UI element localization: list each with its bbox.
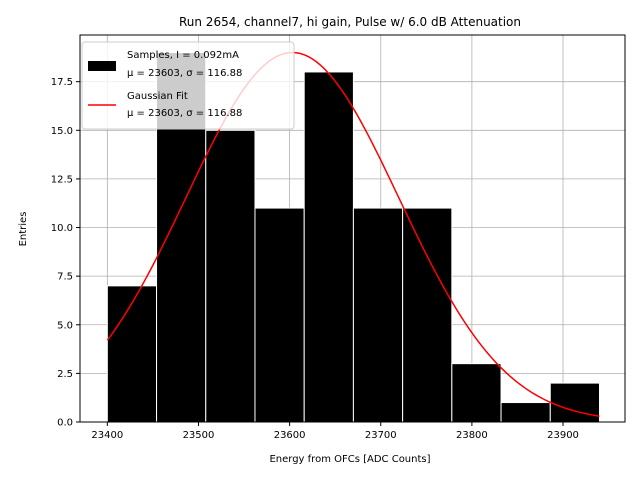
histogram-bar	[205, 129, 256, 423]
legend-fit-label: Gaussian Fit	[127, 91, 188, 102]
plot-frame	[79, 34, 626, 423]
y-tick-label: 5.0	[57, 320, 73, 331]
gaussian-fit-curve	[106, 51, 600, 417]
x-axis-ticks: 23400 23500 23600 23700 23800 23900	[91, 422, 579, 441]
histogram-bar	[500, 402, 551, 423]
y-tick-label: 7.5	[57, 272, 73, 283]
legend-box	[81, 41, 295, 130]
y-tick-label: 0.0	[57, 418, 73, 429]
y-axis-ticks: 0.0 2.5 5.0 7.5 10.0 12.5 15.0 17.5	[51, 77, 80, 429]
bars	[106, 52, 600, 423]
y-axis-label: Entries	[18, 212, 29, 247]
histogram-bar	[451, 363, 502, 423]
y-tick-label: 15.0	[51, 126, 73, 137]
legend-fit-stats: μ = 23603, σ = 116.88	[127, 108, 242, 119]
x-axis-label: Energy from OFCs [ADC Counts]	[269, 454, 430, 465]
histogram-bar	[303, 71, 354, 423]
chart-title: Run 2654, channel7, hi gain, Pulse w/ 6.…	[179, 15, 521, 29]
histogram-bar	[106, 285, 158, 423]
x-tick-label: 23900	[547, 430, 579, 441]
legend: Samples, I = 0.092mA μ = 23603, σ = 116.…	[81, 41, 295, 130]
y-tick-label: 17.5	[51, 77, 73, 88]
histogram-bar	[254, 207, 305, 423]
x-tick-label: 23600	[274, 430, 306, 441]
y-tick-label: 2.5	[57, 369, 73, 380]
legend-samples-swatch	[88, 61, 116, 71]
histogram-bar	[549, 382, 600, 423]
x-tick-label: 23500	[183, 430, 215, 441]
x-tick-label: 23700	[365, 430, 397, 441]
histogram-bar	[402, 207, 453, 423]
legend-samples-label: Samples, I = 0.092mA	[127, 50, 239, 61]
y-tick-label: 10.0	[51, 223, 73, 234]
fit-curve-layer	[106, 51, 600, 417]
legend-samples-stats: μ = 23603, σ = 116.88	[127, 68, 242, 79]
y-tick-label: 12.5	[51, 174, 73, 185]
x-tick-label: 23800	[456, 430, 488, 441]
histogram-bar	[352, 207, 404, 423]
x-tick-label: 23400	[91, 430, 123, 441]
